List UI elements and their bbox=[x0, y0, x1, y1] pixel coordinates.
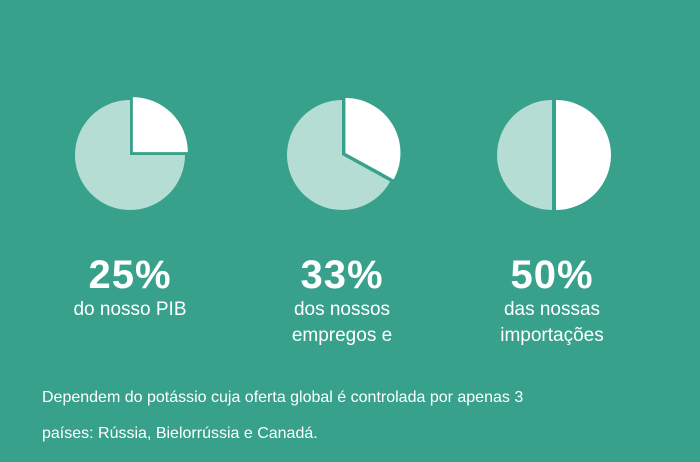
stat-empregos: 33% dos nossos empregos e bbox=[242, 95, 442, 349]
footnote: Dependem do potássio cuja oferta global … bbox=[42, 380, 662, 452]
pie-slice-rest bbox=[287, 100, 391, 210]
stat-percentage: 50% bbox=[510, 253, 594, 297]
stat-description: das nossas importações bbox=[452, 297, 652, 349]
pie-slice-rest bbox=[75, 100, 185, 210]
pie-slice-highlight bbox=[132, 97, 188, 153]
pie-chart-pib bbox=[75, 97, 188, 210]
footnote-line: países: Rússia, Bielorrússia e Canadá. bbox=[42, 425, 318, 442]
pie-slice-highlight bbox=[345, 97, 401, 180]
stat-description-line: do nosso PIB bbox=[73, 299, 187, 320]
stat-description-line: importações bbox=[500, 325, 604, 346]
stat-description-line: empregos e bbox=[291, 325, 393, 346]
pie-slice-highlight bbox=[556, 100, 611, 210]
stat-description: do nosso PIB bbox=[30, 297, 230, 323]
stat-description-line: das nossas bbox=[503, 299, 601, 320]
stat-description-line: dos nossos bbox=[293, 299, 391, 320]
stat-importacoes: 50% das nossas importações bbox=[452, 95, 652, 349]
stat-pib: 25% do nosso PIB bbox=[30, 95, 230, 323]
stat-description: dos nossos empregos e bbox=[242, 297, 442, 349]
stat-percentage: 33% bbox=[300, 253, 384, 297]
footnote-line: Dependem do potássio cuja oferta global … bbox=[42, 389, 524, 406]
pie-chart-importacoes bbox=[497, 100, 611, 210]
pie-chart-empregos bbox=[287, 97, 401, 210]
stat-percentage: 25% bbox=[88, 253, 172, 297]
pie-slice-rest bbox=[497, 100, 552, 210]
